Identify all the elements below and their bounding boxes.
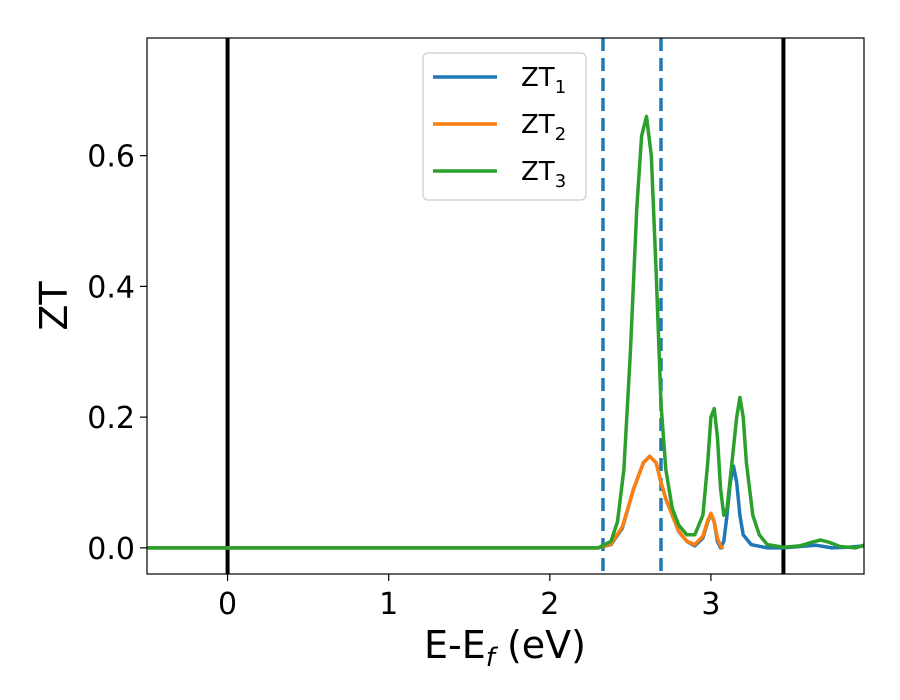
y-tick-label: 0.2 <box>87 401 135 436</box>
y-tick-label: 0.6 <box>87 140 135 175</box>
series-line-zt2 <box>147 454 724 550</box>
plot-frame <box>146 37 865 575</box>
legend-label-zt1: ZT1 <box>521 63 566 98</box>
y-tick-label: 0.0 <box>87 532 135 567</box>
x-tick-label: 2 <box>540 587 559 622</box>
legend-box <box>422 52 587 201</box>
x-axis: 0 1 2 3 <box>218 574 720 622</box>
x-tick-label: 1 <box>379 587 398 622</box>
y-tick-label: 0.4 <box>87 270 135 305</box>
legend-label-zt2: ZT2 <box>521 110 566 145</box>
series-lines <box>147 114 864 550</box>
legend-label-zt3: ZT3 <box>521 157 566 192</box>
legend: ZT1 ZT2 ZT3 <box>422 52 587 201</box>
x-axis-title-unit: (eV) <box>495 623 586 667</box>
x-tick-label: 0 <box>218 587 237 622</box>
series-line-zt3 <box>147 114 864 550</box>
x-axis-title: E-Ef (eV) <box>424 623 586 673</box>
y-axis: 0.0 0.2 0.4 0.6 <box>87 140 147 567</box>
y-axis-title: ZT <box>32 281 76 331</box>
x-tick-label: 3 <box>701 587 720 622</box>
reference-lines <box>225 38 786 574</box>
